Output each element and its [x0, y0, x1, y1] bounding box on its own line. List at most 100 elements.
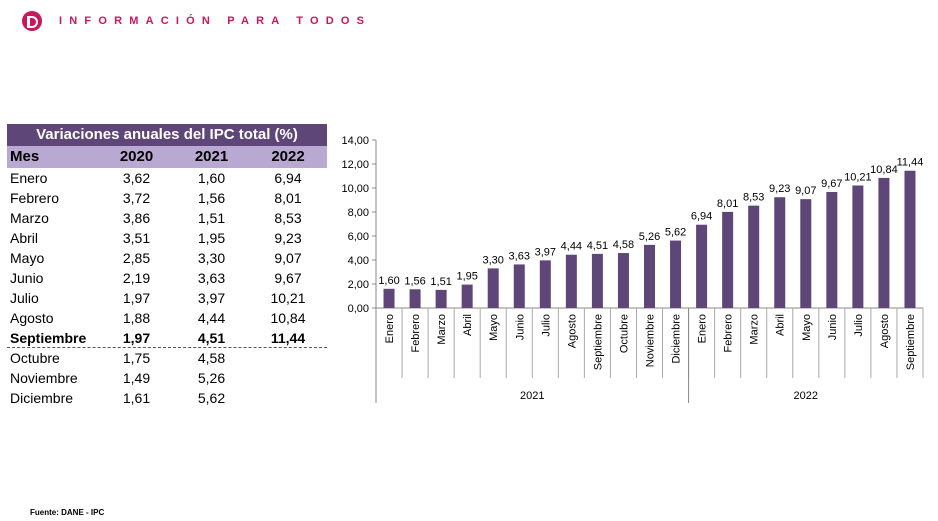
- table-row: Noviembre 1,49 5,26: [7, 368, 327, 388]
- bar: [670, 240, 682, 308]
- value-cell: 3,86: [122, 210, 151, 226]
- dane-logo: [22, 11, 42, 31]
- bar-value-label: 11,44: [897, 157, 924, 169]
- x-group-label: 2021: [520, 390, 544, 402]
- bar-value-label: 4,58: [613, 239, 634, 251]
- month-cell: Abril: [10, 230, 39, 246]
- bar: [878, 177, 890, 308]
- x-category-label: Marzo: [749, 314, 761, 345]
- x-category-label: Septiembre: [905, 314, 917, 370]
- brand-tagline: INFORMACIÓN PARA TODOS: [59, 15, 372, 27]
- value-cell: 1,97: [122, 290, 151, 306]
- x-category-label: Agosto: [879, 314, 891, 348]
- x-category-label: Octubre: [618, 314, 630, 353]
- bar: [800, 199, 812, 308]
- value-cell: 4,51: [197, 330, 226, 346]
- x-category-label: Diciembre: [671, 314, 683, 364]
- bar-value-label: 3,63: [509, 250, 530, 262]
- value-cell: 1,56: [197, 190, 226, 206]
- bar: [852, 185, 864, 308]
- bar: [904, 170, 916, 308]
- value-cell: 1,95: [197, 230, 226, 246]
- month-cell: Febrero: [10, 190, 60, 206]
- bar: [487, 268, 499, 308]
- value-cell: 1,97: [122, 330, 151, 346]
- month-cell: Octubre: [10, 350, 60, 366]
- bar: [461, 284, 473, 308]
- month-cell: Julio: [10, 290, 39, 306]
- month-cell: Agosto: [10, 310, 54, 326]
- bar-value-label: 4,51: [587, 240, 608, 252]
- value-cell: 3,51: [122, 230, 151, 246]
- x-category-label: Junio: [827, 314, 839, 340]
- bar-value-label: 10,21: [844, 171, 872, 183]
- bar: [826, 191, 838, 308]
- bar: [409, 289, 421, 308]
- y-tick-label: 10,00: [341, 183, 369, 195]
- bar: [722, 211, 734, 308]
- month-cell: Marzo: [10, 210, 49, 226]
- month-cell: Noviembre: [10, 370, 78, 386]
- table-row: Mayo 2,85 3,30 9,07: [7, 248, 327, 268]
- x-category-label: Abril: [462, 314, 474, 336]
- value-cell: 1,61: [122, 390, 151, 406]
- y-tick-label: 0,00: [348, 303, 369, 315]
- y-tick-label: 14,00: [341, 135, 369, 147]
- x-category-label: Febrero: [723, 314, 735, 353]
- bar: [774, 197, 786, 308]
- y-tick-label: 4,00: [348, 255, 369, 267]
- value-cell: 1,88: [122, 310, 151, 326]
- bar-value-label: 3,30: [483, 254, 504, 266]
- table-row: Enero 3,62 1,60 6,94: [7, 168, 327, 188]
- bar: [513, 264, 525, 308]
- table-row: Diciembre 1,61 5,62: [7, 388, 327, 408]
- bar-value-label: 8,01: [717, 198, 738, 210]
- bar-value-label: 10,84: [870, 164, 898, 176]
- bar: [696, 224, 708, 308]
- value-cell: 9,23: [274, 230, 302, 246]
- value-cell: 6,94: [274, 170, 302, 186]
- value-cell: 3,63: [197, 270, 226, 286]
- x-category-label: Noviembre: [645, 314, 657, 367]
- bar-value-label: 6,94: [691, 211, 712, 223]
- value-cell: 3,97: [197, 290, 226, 306]
- table-body: Enero 3,62 1,60 6,94 Febrero 3,72 1,56 8,01 Marz…: [7, 168, 327, 408]
- ipc-table: Variaciones anuales del IPC total (%) Me…: [7, 124, 327, 408]
- value-cell: 8,01: [274, 190, 302, 206]
- bar: [565, 254, 577, 308]
- x-category-label: Mayo: [801, 314, 813, 341]
- value-cell: 3,72: [122, 190, 151, 206]
- table-row: Marzo 3,86 1,51 8,53: [7, 208, 327, 228]
- bar-value-label: 5,62: [665, 227, 686, 239]
- x-category-label: Enero: [697, 314, 709, 343]
- value-cell: 3,62: [122, 170, 151, 186]
- value-cell: 8,53: [274, 210, 302, 226]
- header-2020: 2020: [119, 148, 154, 165]
- source-note: Fuente: DANE - IPC: [30, 508, 105, 517]
- value-cell: 5,62: [197, 390, 226, 406]
- bar: [383, 288, 395, 308]
- bar-value-label: 1,51: [430, 276, 451, 288]
- month-cell: Junio: [10, 270, 44, 286]
- bar-value-label: 9,23: [769, 183, 790, 195]
- x-category-label: Febrero: [410, 314, 422, 353]
- bar: [435, 289, 447, 308]
- value-cell: 9,07: [274, 250, 302, 266]
- y-tick-label: 2,00: [348, 279, 369, 291]
- x-category-label: Enero: [384, 314, 396, 343]
- bar-value-label: 3,97: [535, 246, 556, 258]
- value-cell: 1,75: [122, 350, 151, 366]
- month-cell: Mayo: [10, 250, 45, 266]
- value-cell: 1,49: [122, 370, 151, 386]
- y-tick-label: 12,00: [341, 159, 369, 171]
- x-category-label: Julio: [540, 314, 552, 337]
- bar-value-label: 4,44: [561, 241, 582, 253]
- value-cell: 2,19: [122, 270, 151, 286]
- table-row: Abril 3,51 1,95 9,23: [7, 228, 327, 248]
- header-2022: 2022: [271, 148, 305, 165]
- bar: [748, 205, 760, 308]
- value-cell: 10,21: [270, 290, 306, 306]
- x-category-label: Septiembre: [592, 314, 604, 370]
- value-cell: 4,58: [197, 350, 226, 366]
